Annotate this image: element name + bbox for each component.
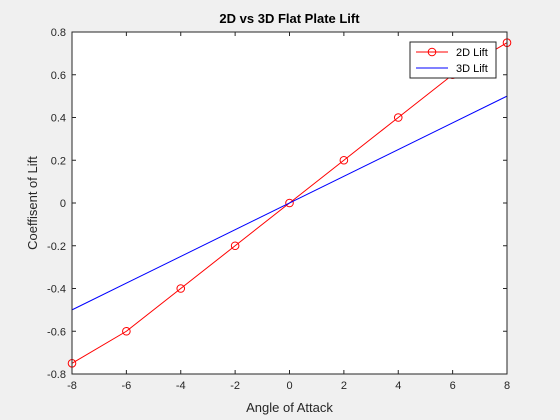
- x-tick-label: -2: [230, 380, 240, 392]
- x-tick-label: 8: [504, 380, 510, 392]
- series-line-2: [71, 95, 508, 311]
- data-point: [176, 284, 186, 293]
- x-tick-label: 4: [395, 380, 401, 392]
- x-axis-label: Angle of Attack: [246, 400, 333, 415]
- x-tick-label: -6: [121, 380, 131, 392]
- legend-entry-label: 3D Lift: [456, 63, 488, 75]
- data-point: [393, 113, 403, 122]
- legend: 2D Lift 3D Lift: [409, 41, 497, 79]
- series-layer: [67, 38, 512, 368]
- x-tick-label: -4: [176, 380, 186, 392]
- y-tick-label: 0.2: [51, 155, 66, 167]
- x-tick-label: 6: [450, 380, 456, 392]
- legend-box: [409, 41, 497, 79]
- y-tick-label: -0.4: [47, 284, 66, 296]
- legend-entry-label: 2D Lift: [456, 47, 488, 59]
- data-point: [122, 326, 131, 336]
- axes-layer: -8 -6 -4 -2 0 2 4 6 8 -0.8 -0.6 -0.4 -0.2 0 0.2 0.4 0.6 0…: [47, 27, 510, 392]
- x-tick-label: 2: [341, 380, 347, 392]
- x-tick-label: -8: [67, 380, 77, 392]
- chart-title: 2D vs 3D Flat Plate Lift: [219, 11, 360, 26]
- data-point: [230, 241, 240, 251]
- y-tick-label: 0.4: [51, 113, 66, 125]
- y-tick-label: 0: [60, 198, 66, 210]
- data-point: [285, 198, 294, 208]
- legend-marker: [427, 47, 437, 57]
- y-axis-label: Coeffisent of Lift: [25, 156, 40, 250]
- data-point: [339, 155, 349, 165]
- y-tick-label: -0.6: [47, 326, 66, 338]
- y-tick-label: -0.2: [47, 241, 66, 253]
- y-tick-label: 0.6: [51, 70, 66, 82]
- y-tick-label: -0.8: [47, 369, 66, 381]
- x-tick-label: 0: [286, 380, 292, 392]
- y-tick-label: 0.8: [51, 27, 66, 39]
